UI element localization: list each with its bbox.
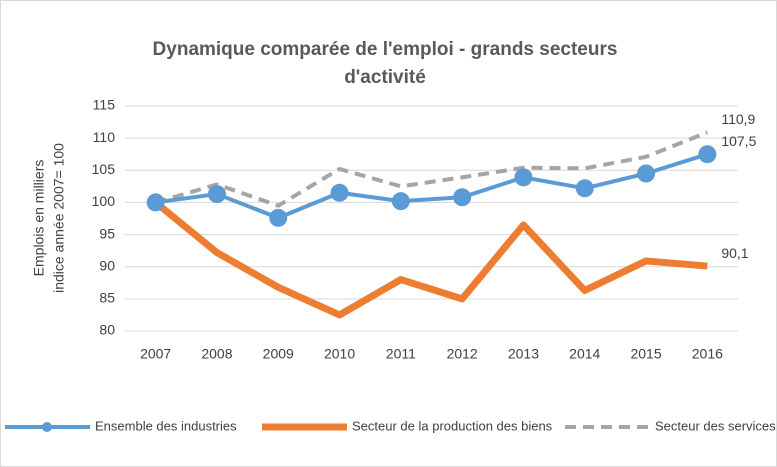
y-tick-label: 110	[93, 129, 116, 145]
point-marker	[637, 164, 656, 183]
legend-marker	[42, 422, 52, 432]
y-tick-label: 105	[92, 161, 116, 177]
y-tick-label: 95	[99, 225, 115, 241]
point-marker	[698, 145, 717, 164]
legend-label: Ensemble des industries	[95, 418, 237, 433]
x-tick-label: 2015	[630, 346, 661, 362]
point-marker	[453, 188, 472, 207]
y-tick-label: 80	[99, 322, 115, 338]
point-marker	[514, 168, 533, 187]
y-tick-label: 115	[93, 97, 116, 113]
x-tick-label: 2016	[692, 346, 723, 362]
legend-label: Secteur de la production des biens	[352, 418, 553, 433]
x-tick-label: 2007	[140, 346, 171, 362]
y-tick-label: 90	[99, 257, 115, 273]
point-marker	[146, 193, 165, 212]
y-tick-label: 100	[92, 193, 116, 209]
chart-title: Dynamique comparée de l'emploi - grands …	[153, 39, 618, 60]
x-tick-label: 2014	[569, 346, 600, 362]
y-axis-label: Emplois en milliers	[31, 160, 47, 277]
data-label: 90,1	[721, 245, 748, 261]
chart-title: d'activité	[344, 67, 426, 88]
legend-label: Secteur des services	[655, 418, 776, 433]
data-label: 107,5	[721, 133, 756, 149]
y-axis-label: indice année 2007= 100	[51, 143, 67, 293]
point-marker	[207, 185, 226, 204]
point-marker	[575, 179, 594, 198]
data-label: 110,9	[721, 111, 755, 127]
point-marker	[269, 208, 288, 227]
x-tick-label: 2008	[201, 346, 232, 362]
x-tick-label: 2009	[263, 346, 294, 362]
series-line	[153, 199, 708, 319]
x-tick-label: 2011	[386, 346, 416, 362]
y-tick-label: 85	[99, 290, 115, 306]
series-line	[155, 130, 709, 208]
point-marker	[391, 192, 410, 211]
x-tick-label: 2012	[447, 346, 478, 362]
x-tick-label: 2013	[508, 346, 539, 362]
x-tick-label: 2010	[324, 346, 355, 362]
point-marker	[330, 183, 349, 202]
series-line	[155, 152, 708, 220]
